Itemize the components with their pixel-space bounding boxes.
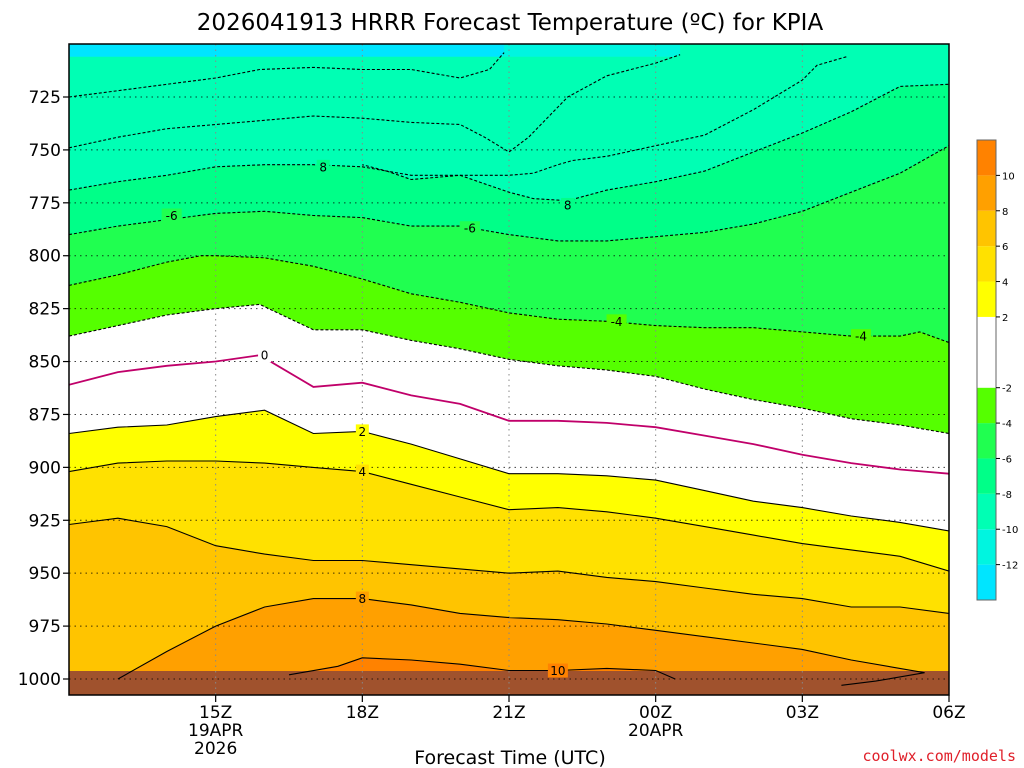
y-tick-label: 975	[29, 617, 61, 637]
credit-text: coolwx.com/models	[862, 747, 1016, 765]
x-tick-label: 06Z	[932, 703, 965, 723]
colorbar-bin	[977, 281, 996, 317]
contour-label-bg	[316, 159, 330, 174]
contour-label-bg	[355, 424, 369, 439]
contour-line-0-7	[69, 354, 949, 475]
colorbar-frame	[976, 139, 997, 601]
x-tick-label: 21Z	[492, 703, 525, 723]
contour-label: 10	[550, 664, 565, 678]
contour-line--10-1	[69, 54, 681, 153]
contour-line-4-9	[69, 460, 949, 572]
contour-label: 2	[359, 425, 367, 439]
contour-label-bg	[606, 314, 627, 329]
colorbar-tick-label: -2	[1002, 384, 1012, 395]
contour-line--8-3	[69, 83, 949, 202]
contour-label-bg	[561, 197, 575, 212]
chart-title: 2026041913 HRRR Forecast Temperature (ºC…	[197, 10, 824, 36]
contour-label: -6	[464, 222, 476, 236]
contour-line--4-5	[69, 255, 949, 344]
contour-label: 0	[261, 349, 269, 363]
contour-label-bg	[851, 329, 871, 344]
contour-line--10-2	[362, 56, 847, 176]
colorbar-tick-label: 8	[1002, 207, 1008, 218]
contour-label: 8	[319, 160, 327, 174]
y-tick-label: 750	[29, 141, 61, 161]
filled-contours	[69, 44, 949, 695]
colorbar-tick-label: 6	[1002, 242, 1008, 253]
colorbar-tick-label: -10	[1002, 525, 1018, 536]
y-tick-label: 850	[29, 353, 61, 373]
contour-line-2-8	[69, 409, 949, 532]
x-tick-label: 00Z	[639, 703, 672, 723]
colorbar-tick-label: -8	[1002, 490, 1012, 501]
colorbar-bin	[977, 423, 996, 459]
contour-label-bg	[258, 348, 272, 363]
contour-label: -6	[166, 209, 178, 223]
colorbar-bin	[977, 387, 996, 424]
y-tick-label: 775	[29, 194, 61, 214]
colorbar: -12 -10 -8 -6 -4 -2 2 4 6 8 10	[976, 139, 1018, 601]
contour-lines	[69, 52, 949, 686]
contour-label-bg	[161, 208, 182, 223]
contour-label: 4	[359, 465, 367, 479]
y-tick-label: 725	[29, 88, 61, 108]
gridlines	[69, 44, 950, 695]
y-tick-label: 950	[29, 564, 61, 584]
contour-label-bg	[355, 591, 369, 606]
x-tick-label: 18Z	[346, 703, 379, 723]
colorbar-bin	[977, 246, 996, 282]
y-tick-label: 875	[29, 405, 61, 425]
x-tick-label: 03Z	[786, 703, 819, 723]
colorbar-tick-label: -6	[1002, 454, 1012, 465]
colorbar-tick-label: 10	[1002, 171, 1015, 182]
y-tick-label: 925	[29, 511, 61, 531]
contour-label: 8	[564, 198, 572, 212]
band-above-8-11	[117, 598, 925, 686]
colorbar-bin	[977, 175, 996, 211]
colorbar-bin	[977, 493, 996, 530]
y-axis: 725 750 775 800 825 850 875 900 925 950 975 1000	[18, 88, 69, 690]
colorbar-bin	[977, 458, 996, 494]
contour-label: -4	[855, 330, 867, 344]
contour-line--2-6	[69, 303, 949, 435]
contour-label: -4	[611, 315, 623, 329]
colorbar-tick-label: 4	[1002, 278, 1008, 289]
y-tick-label: 900	[29, 458, 61, 478]
y-tick-label: 800	[29, 247, 61, 267]
contour-line--12-0	[69, 52, 505, 98]
y-tick-label: 825	[29, 300, 61, 320]
contour-label: 8	[359, 592, 367, 606]
x-tick-label: 2026	[194, 739, 237, 759]
colorbar-tick-label: 2	[1002, 313, 1008, 324]
contour-label-bg	[355, 464, 369, 479]
contour-labels: 8 8 -6 -6 -4 -4 0 2 4 8 10	[161, 159, 871, 678]
colorbar-tick-label: -4	[1002, 419, 1012, 430]
colorbar-bin	[977, 529, 996, 565]
contour-line--6-4	[69, 145, 949, 242]
contour-line-10-12	[288, 657, 676, 680]
contour-label-bg	[459, 221, 480, 236]
x-tick-label: 19APR	[188, 721, 244, 741]
colorbar-bin	[977, 210, 996, 247]
y-tick-label: 1000	[18, 670, 61, 690]
x-axis-title: Forecast Time (UTC)	[414, 747, 605, 768]
colorbar-bin	[977, 316, 996, 388]
contour-line-6-10	[69, 517, 949, 614]
contour-line-8-11	[117, 598, 925, 686]
contour-label-bg	[547, 663, 568, 678]
colorbar-bin	[977, 140, 996, 176]
x-tick-label: 15Z	[199, 703, 232, 723]
colorbar-tick-label: -12	[1002, 561, 1018, 572]
colorbar-bin	[977, 564, 996, 600]
x-tick-label: 20APR	[628, 721, 684, 741]
